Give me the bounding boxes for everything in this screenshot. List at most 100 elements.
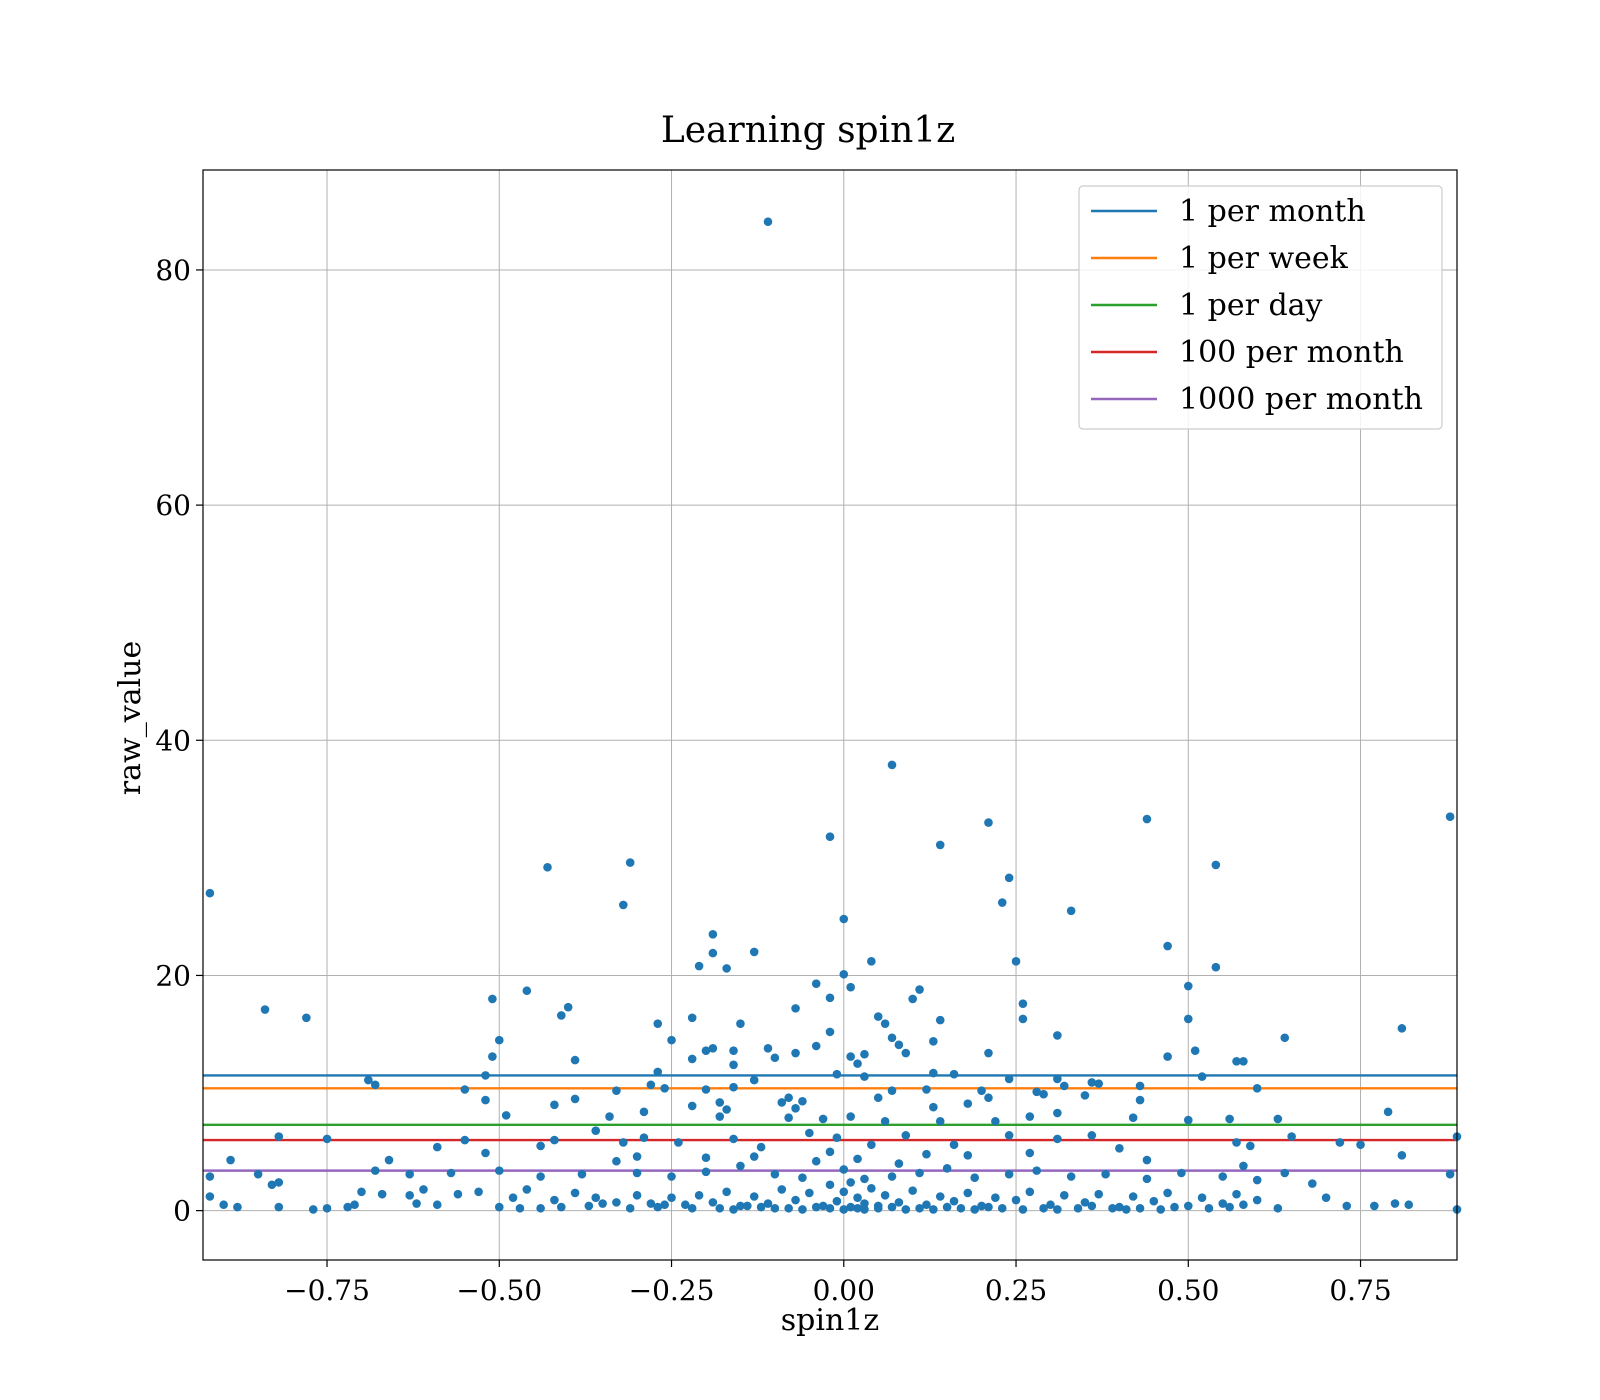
- data-point: [370, 1080, 380, 1090]
- data-point: [1163, 941, 1172, 951]
- data-point: [405, 1169, 415, 1179]
- data-point: [1039, 1089, 1048, 1099]
- data-point: [839, 1205, 849, 1214]
- data-point: [1183, 1014, 1193, 1024]
- data-point: [839, 1165, 849, 1174]
- data-point: [839, 969, 849, 979]
- data-point: [1335, 1138, 1345, 1147]
- x-tick-label: −0.50: [456, 1274, 542, 1307]
- data-point: [1239, 1161, 1248, 1171]
- data-point: [805, 1128, 814, 1138]
- data-point: [894, 1198, 904, 1207]
- data-point: [1287, 1132, 1296, 1141]
- data-point: [763, 1044, 773, 1053]
- data-point: [922, 1149, 931, 1159]
- data-point: [970, 1205, 979, 1214]
- data-point: [1232, 1189, 1241, 1199]
- data-point: [687, 1101, 697, 1111]
- data-point: [1142, 814, 1152, 824]
- data-point: [1128, 1113, 1138, 1123]
- data-point: [915, 985, 924, 994]
- data-point: [687, 1054, 697, 1064]
- data-point: [825, 832, 835, 841]
- data-point: [1197, 1072, 1207, 1081]
- data-point: [825, 1180, 835, 1190]
- data-point: [1135, 1203, 1145, 1213]
- data-point: [1183, 1201, 1193, 1211]
- data-point: [949, 1196, 959, 1206]
- data-point: [1080, 1091, 1090, 1100]
- data-point: [1046, 1200, 1055, 1210]
- data-point: [632, 1152, 642, 1161]
- data-point: [708, 929, 718, 939]
- data-point: [550, 1100, 559, 1110]
- data-point: [908, 1186, 917, 1195]
- data-point: [543, 862, 552, 872]
- data-point: [646, 1080, 656, 1090]
- data-point: [343, 1202, 352, 1212]
- data-point: [749, 1192, 759, 1201]
- data-point: [901, 1205, 911, 1214]
- data-point: [274, 1178, 284, 1187]
- chart-title: Learning spin1z: [661, 110, 955, 151]
- data-point: [984, 818, 993, 827]
- data-point: [729, 1082, 738, 1092]
- data-point: [708, 948, 718, 958]
- data-point: [653, 1067, 663, 1077]
- data-point: [860, 1205, 869, 1214]
- data-point: [749, 1075, 759, 1085]
- data-point: [1135, 1095, 1145, 1105]
- data-point: [1177, 1168, 1186, 1178]
- data-point: [791, 1104, 800, 1113]
- data-point: [1004, 873, 1014, 883]
- data-point: [894, 1159, 904, 1168]
- data-point: [1004, 1131, 1014, 1140]
- data-point: [1342, 1201, 1352, 1211]
- data-point: [722, 1187, 731, 1197]
- data-point: [1053, 1074, 1062, 1084]
- data-point: [791, 1195, 800, 1205]
- data-point: [1039, 1203, 1048, 1213]
- data-point: [708, 1198, 718, 1207]
- data-point: [1252, 1084, 1262, 1093]
- data-point: [798, 1096, 807, 1106]
- data-point: [570, 1188, 580, 1198]
- data-point: [322, 1203, 332, 1213]
- data-point: [1232, 1056, 1241, 1066]
- data-point: [1142, 1155, 1152, 1165]
- data-point: [419, 1185, 428, 1194]
- data-point: [667, 1035, 676, 1045]
- data-point: [1225, 1202, 1234, 1212]
- x-tick-label: −0.75: [284, 1274, 370, 1307]
- data-point: [274, 1132, 284, 1141]
- data-point: [1128, 1192, 1138, 1201]
- data-point: [1397, 1024, 1407, 1033]
- data-point: [991, 1193, 1000, 1202]
- data-point: [749, 1152, 759, 1161]
- data-point: [446, 1168, 456, 1178]
- data-point: [570, 1055, 580, 1065]
- data-point: [722, 1105, 731, 1114]
- data-point: [701, 1167, 711, 1177]
- data-point: [1087, 1201, 1097, 1211]
- data-point: [584, 1201, 594, 1211]
- data-point: [377, 1189, 387, 1199]
- data-point: [1170, 1202, 1179, 1212]
- data-point: [722, 964, 731, 973]
- data-point: [226, 1155, 235, 1165]
- data-point: [901, 1131, 911, 1140]
- data-point: [1445, 1169, 1455, 1179]
- data-point: [715, 1112, 725, 1121]
- data-point: [1211, 860, 1221, 870]
- data-point: [1383, 1107, 1393, 1117]
- data-point: [522, 986, 532, 996]
- y-tick-label: 80: [155, 254, 191, 287]
- data-point: [653, 1202, 663, 1212]
- data-point: [832, 1196, 842, 1206]
- data-point: [605, 1112, 614, 1121]
- data-point: [219, 1200, 228, 1210]
- data-point: [1308, 1179, 1317, 1188]
- data-point: [432, 1142, 442, 1152]
- data-point: [729, 1134, 738, 1144]
- data-point: [1087, 1131, 1097, 1140]
